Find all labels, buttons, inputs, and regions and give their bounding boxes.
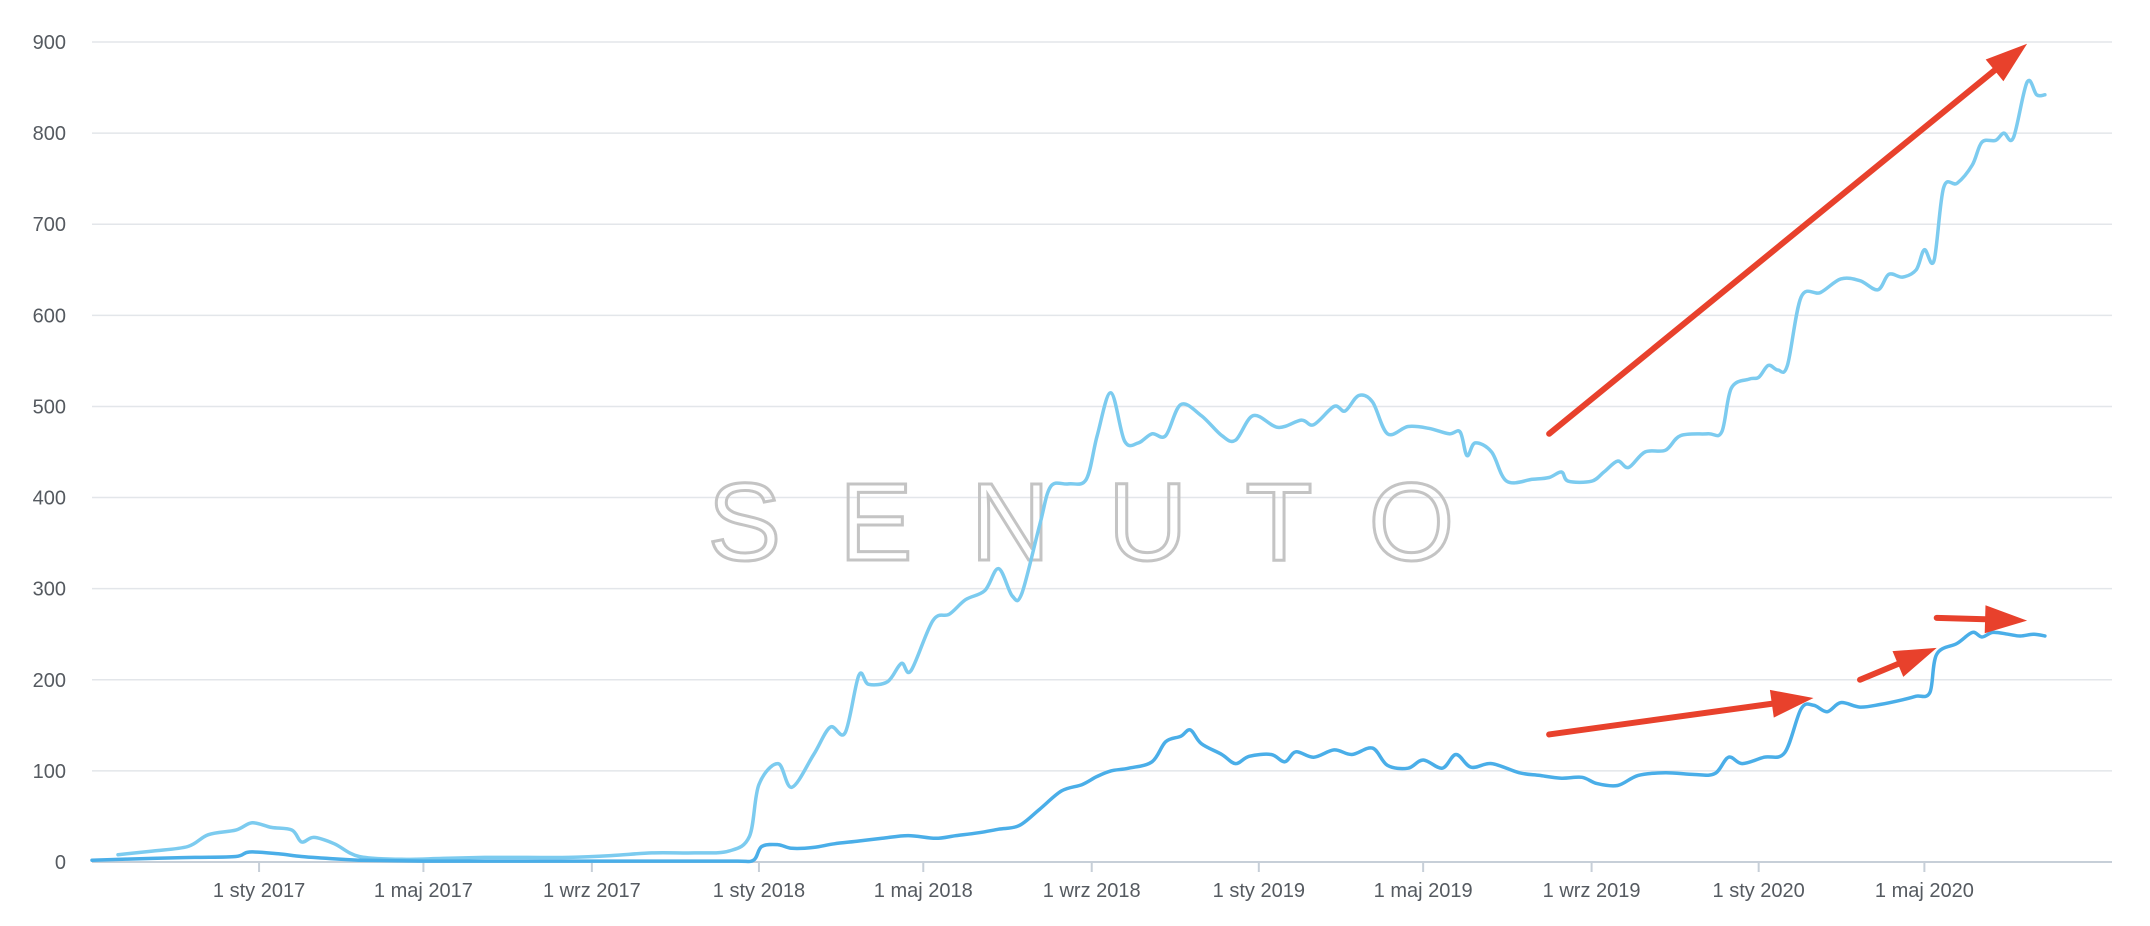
arrow-head <box>1892 647 1937 677</box>
y-tick-label: 800 <box>33 123 66 145</box>
y-tick-label: 200 <box>33 670 66 692</box>
arrow-shaft <box>1933 614 1989 623</box>
x-tick-label: 1 maj 2019 <box>1374 880 1473 902</box>
arrow-shaft <box>1857 661 1901 683</box>
arrow-head <box>1984 605 2028 634</box>
y-tick-label: 500 <box>33 396 66 418</box>
annotation-arrow <box>1546 689 1814 738</box>
y-tick-label: 900 <box>33 32 66 54</box>
x-tick-label: 1 wrz 2019 <box>1543 880 1641 902</box>
x-tick-label: 1 maj 2020 <box>1875 880 1974 902</box>
watermark: SENUTO <box>706 460 1512 586</box>
arrow-shaft <box>1546 700 1775 738</box>
x-tick-label: 1 wrz 2018 <box>1043 880 1141 902</box>
x-tick-label: 1 maj 2018 <box>874 880 973 902</box>
y-tick-label: 0 <box>55 852 66 874</box>
x-tick-label: 1 maj 2017 <box>374 880 473 902</box>
arrow-head <box>1985 43 2028 82</box>
gridlines <box>92 41 2112 772</box>
x-tick-label: 1 sty 2018 <box>713 880 805 902</box>
x-tick-label: 1 sty 2019 <box>1213 880 1305 902</box>
arrow-head <box>1769 689 1814 718</box>
y-tick-label: 100 <box>33 761 66 783</box>
x-tick-label: 1 sty 2017 <box>213 880 305 902</box>
annotation-arrow <box>1546 43 2028 437</box>
series-line-2 <box>90 630 2047 864</box>
annotation-arrow <box>1857 647 1937 683</box>
series <box>90 78 2047 864</box>
arrow-shaft <box>1546 67 1998 437</box>
x-tick-label: 1 wrz 2017 <box>543 880 641 902</box>
annotation-arrow <box>1933 605 2028 634</box>
x-axis: 1 sty 2017 1 maj 2017 1 wrz 2017 1 sty 2018… <box>92 861 2112 902</box>
series-line-1 <box>116 78 2047 862</box>
annotations <box>1546 43 2028 738</box>
y-tick-label: 300 <box>33 579 66 601</box>
y-tick-label: 400 <box>33 488 66 510</box>
y-axis: 0 100 200 300 400 500 600 700 800 900 <box>33 32 66 874</box>
y-tick-label: 700 <box>33 214 66 236</box>
y-tick-label: 600 <box>33 305 66 327</box>
watermark-text: SENUTO <box>708 461 1512 584</box>
x-tick-label: 1 sty 2020 <box>1713 880 1805 902</box>
